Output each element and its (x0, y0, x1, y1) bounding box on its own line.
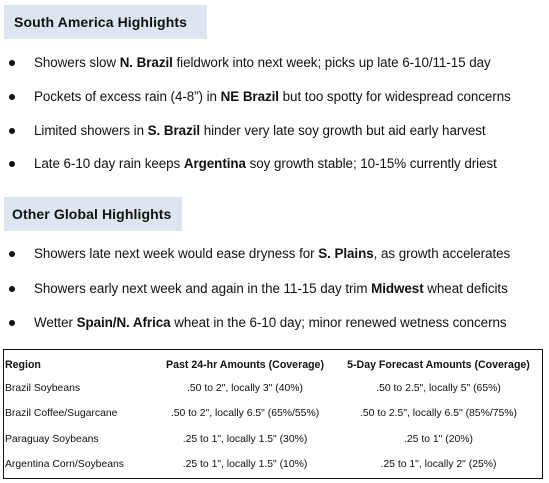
sa-bullet-1: Showers slow N. Brazil fieldwork into ne… (0, 54, 549, 74)
og-bullet-3: Wetter Spain/N. Africa wheat in the 6-10… (0, 314, 549, 334)
bullet-dot-icon (9, 60, 15, 66)
col-header-past-24hr: Past 24-hr Amounts (Coverage) (166, 359, 324, 371)
bullet-dot-icon (9, 251, 15, 257)
table-cell-forecast: .50 to 2.5", locally 6.5" (85%/75%) (360, 408, 517, 419)
bullet-keyword: Argentina (183, 156, 246, 171)
og-bullet-1: Showers late next week would ease drynes… (0, 245, 549, 265)
south-america-header: South America Highlights (4, 5, 207, 39)
bullet-keyword: Spain/N. Africa (76, 315, 171, 330)
og-bullet-2: Showers early next week and again in the… (0, 280, 549, 300)
table-cell-past: .25 to 1", locally 1.5" (30%) (182, 434, 308, 445)
bullet-dot-icon (9, 128, 15, 134)
table-cell-region: Brazil Soybeans (5, 383, 81, 394)
table-cell-region: Argentina Corn/Soybeans (5, 459, 124, 470)
bullet-dot-icon (9, 161, 15, 167)
south-america-title: South America Highlights (14, 14, 188, 30)
col-header-region: Region (5, 359, 41, 371)
bullet-dot-icon (9, 286, 15, 292)
sa-bullet-3: Limited showers in S. Brazil hinder very… (0, 122, 549, 142)
table-cell-forecast: .25 to 1", locally 2" (25%) (380, 459, 497, 470)
table-cell-past: .50 to 2", locally 3" (40%) (187, 383, 303, 394)
table-cell-forecast: .50 to 2.5", locally 5" (65%) (376, 383, 501, 394)
bullet-keyword: Midwest (371, 281, 424, 296)
bullet-keyword: S. Plains (318, 246, 374, 261)
bullet-keyword: NE Brazil (220, 89, 279, 104)
bullet-keyword: N. Brazil (119, 55, 173, 70)
table-cell-forecast: .25 to 1" (20%) (404, 434, 473, 445)
table-cell-region: Paraguay Soybeans (5, 434, 99, 445)
bullet-dot-icon (9, 94, 15, 100)
table-cell-past: .25 to 1", locally 1.5" (10%) (182, 459, 308, 470)
other-global-header: Other Global Highlights (4, 197, 182, 231)
sa-bullet-4: Late 6-10 day rain keeps Argentina soy g… (0, 155, 549, 175)
table-cell-past: .50 to 2", locally 6.5" (65%/55%) (170, 408, 320, 419)
col-header-5day: 5-Day Forecast Amounts (Coverage) (347, 359, 530, 371)
precip-table: Region Past 24-hr Amounts (Coverage) 5-D… (3, 349, 543, 479)
table-cell-region: Brazil Coffee/Sugarcane (5, 408, 118, 419)
sa-bullet-2: Pockets of excess rain (4-8”) in NE Braz… (0, 88, 549, 108)
bullet-keyword: S. Brazil (147, 123, 201, 138)
other-global-title: Other Global Highlights (12, 206, 172, 222)
bullet-dot-icon (9, 320, 15, 326)
